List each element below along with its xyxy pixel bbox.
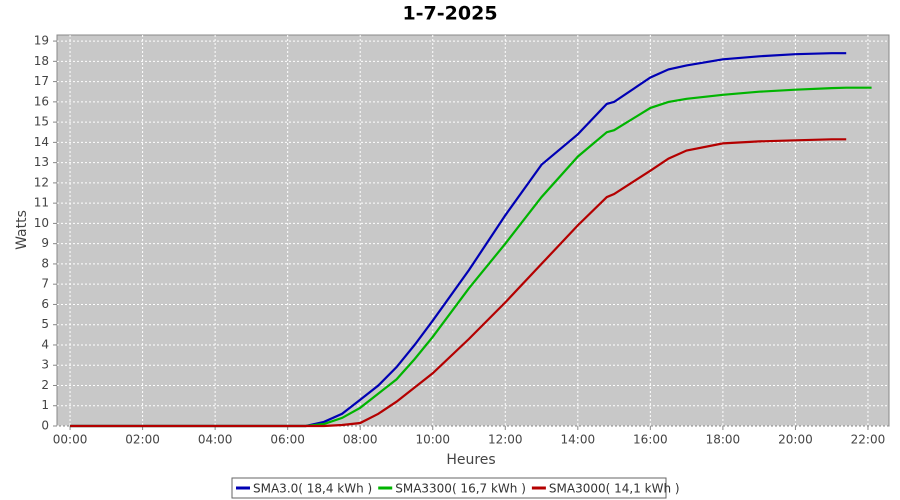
legend: [231, 477, 667, 499]
series-line: [70, 138, 847, 428]
y-tick-label: 5: [41, 317, 49, 331]
x-tick-label: 16:00: [633, 433, 668, 447]
y-tick-label: 19: [34, 34, 49, 48]
y-tick-label: 11: [34, 196, 49, 210]
legend-label: SMA3300( 16,7 kWh ): [395, 482, 526, 496]
x-tick-label: 06:00: [270, 433, 305, 447]
y-tick-label: 9: [41, 236, 49, 250]
y-tick-label: 7: [41, 277, 49, 291]
chart-title: 1-7-2025: [402, 3, 497, 25]
y-tick-label: 18: [34, 54, 49, 68]
x-tick-label: 10:00: [415, 433, 450, 447]
x-tick-label: 08:00: [343, 433, 378, 447]
x-tick-label: 04:00: [198, 433, 233, 447]
y-tick-label: 14: [34, 135, 49, 149]
plot-area: [56, 34, 890, 427]
x-tick-label: 12:00: [488, 433, 523, 447]
series-line: [70, 86, 872, 428]
y-tick-label: 1: [41, 398, 49, 412]
y-tick-label: 15: [34, 115, 49, 129]
y-tick-label: 6: [41, 297, 49, 311]
x-tick-label: 02:00: [125, 433, 160, 447]
legend-label: SMA3.0( 18,4 kWh ): [253, 482, 372, 496]
y-tick-label: 12: [34, 175, 49, 189]
y-tick-label: 17: [34, 74, 49, 88]
legend-label: SMA3000( 14,1 kWh ): [549, 482, 680, 496]
y-tick-label: 10: [34, 216, 49, 230]
x-tick-label: 18:00: [706, 433, 741, 447]
x-tick-label: 14:00: [561, 433, 596, 447]
y-tick-label: 3: [41, 358, 49, 372]
y-axis-label: Watts: [14, 210, 30, 250]
y-tick-label: 16: [34, 94, 49, 108]
y-tick-label: 8: [41, 256, 49, 270]
y-tick-label: 0: [41, 419, 49, 433]
x-tick-label: 20:00: [778, 433, 813, 447]
x-tick-label: 22:00: [851, 433, 886, 447]
y-tick-label: 2: [41, 378, 49, 392]
y-tick-label: 13: [34, 155, 49, 169]
series-line: [70, 52, 847, 428]
y-tick-label: 4: [41, 337, 49, 351]
x-axis-label: Heures: [446, 452, 495, 468]
x-tick-label: 00:00: [53, 433, 88, 447]
